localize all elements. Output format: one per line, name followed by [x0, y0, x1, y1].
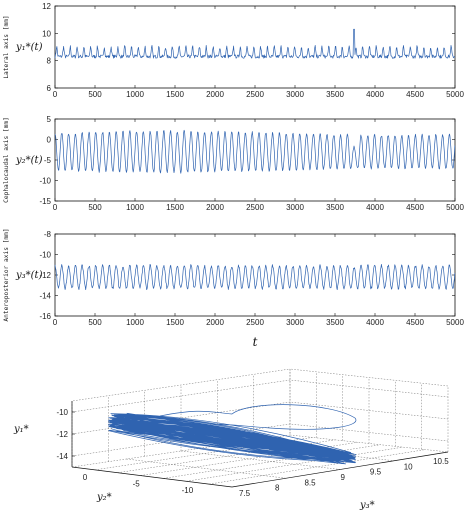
- cephalocaudal-panel-xtick-label: 2000: [206, 203, 224, 212]
- cephalocaudal-panel-xtick-label: 1000: [126, 203, 144, 212]
- plot3d-y3-tick-label: 10: [404, 462, 413, 471]
- cephalocaudal-panel-xtick-label: 3000: [286, 203, 304, 212]
- anteroposterior-panel-xtick-label: 500: [88, 318, 102, 327]
- cephalocaudal-panel-ylabel: Cephalocaudal axis [mm]: [3, 117, 10, 203]
- plot3d-y2-tick-label: 0: [83, 473, 88, 482]
- lateral-panel-series-line: [54, 28, 456, 59]
- lateral-panel-xtick-label: 5000: [446, 90, 464, 99]
- anteroposterior-panel-xtick-label: 4500: [406, 318, 424, 327]
- plot3d-z-tick-label: -14: [56, 452, 68, 461]
- cephalocaudal-panel-ytick-label: -5: [44, 156, 52, 165]
- plot3d-y3-tick-label: 7.5: [239, 489, 251, 498]
- cephalocaudal-panel-ytick-label: -15: [39, 197, 51, 206]
- lateral-panel-xtick-label: 1000: [126, 90, 144, 99]
- anteroposterior-panel-yvar: y₃*(t): [15, 270, 43, 281]
- lateral-panel-ytick-label: 8: [47, 57, 52, 66]
- anteroposterior-panel-ytick-label: -16: [39, 312, 51, 321]
- anteroposterior-panel-xtick-label: 4000: [366, 318, 384, 327]
- lateral-panel-xtick-label: 2500: [246, 90, 264, 99]
- cephalocaudal-panel-frame: [54, 118, 456, 202]
- lateral-panel-xtick-label: 4000: [366, 90, 384, 99]
- anteroposterior-panel-xtick-label: 1000: [126, 318, 144, 327]
- lateral-panel-xtick-label: 0: [53, 90, 58, 99]
- anteroposterior-panel-ylabel: Anteroposterior axis [mm]: [3, 228, 10, 321]
- plot3d-floor-grid-line: [235, 442, 395, 461]
- anteroposterior-panel-ytick-label: -14: [39, 292, 51, 301]
- plot3d-y3-axis: [231, 451, 449, 488]
- plot3d-floor-grid-line: [209, 449, 426, 485]
- cephalocaudal-panel-ytick-label: -10: [39, 177, 51, 186]
- plot3d-y2-axis-label: y₂*: [96, 492, 112, 503]
- plot3d-y3-tick-label: 9.5: [370, 468, 382, 477]
- anteroposterior-panel-series-line: [54, 263, 456, 291]
- plot3d-y3-axis-label: y₃*: [359, 500, 375, 511]
- plot3d-y3-tick-label: 8.5: [304, 478, 316, 487]
- plot3d-trajectory-bundle: [108, 412, 357, 465]
- plot3d-z-axis-label: y₁*: [13, 424, 29, 435]
- anteroposterior-panel-xtick-label: 3500: [326, 318, 344, 327]
- lateral-panel-xtick-label: 3500: [326, 90, 344, 99]
- cephalocaudal-panel-xtick-label: 3500: [326, 203, 344, 212]
- anteroposterior-panel-frame: [54, 233, 456, 317]
- anteroposterior-panel-ytick-label: -12: [39, 271, 51, 280]
- cephalocaudal-panel-xtick-label: 4000: [366, 203, 384, 212]
- cephalocaudal-panel-ytick-label: 0: [47, 136, 52, 145]
- lateral-panel-yvar: y₁*(t): [15, 42, 43, 53]
- lateral-panel-frame: [54, 5, 456, 89]
- anteroposterior-panel-xtick-label: 1500: [166, 318, 184, 327]
- cephalocaudal-panel-xtick-label: 4500: [406, 203, 424, 212]
- cephalocaudal-panel-xtick-label: 1500: [166, 203, 184, 212]
- lateral-panel-ytick-label: 6: [47, 84, 52, 93]
- cephalocaudal-panel-xtick-label: 500: [88, 203, 102, 212]
- lateral-panel-xtick-label: 500: [88, 90, 102, 99]
- anteroposterior-panel-xtick-label: 0: [53, 318, 58, 327]
- plot3d-grid-line: [71, 379, 449, 413]
- lateral-panel-ytick-label: 10: [42, 29, 51, 38]
- cephalocaudal-panel-xtick-label: 0: [53, 203, 58, 212]
- plot3d-y2-tick-label: -10: [182, 486, 194, 495]
- anteroposterior-panel-xtick-label: 5000: [446, 318, 464, 327]
- anteroposterior-panel-ytick-label: -8: [44, 230, 52, 239]
- plot3d-y2-tick-label: -5: [133, 479, 141, 488]
- cephalocaudal-panel-yvar: y₂*(t): [15, 155, 43, 166]
- lateral-panel-ylabel: Lateral axis [mm]: [3, 15, 10, 78]
- plot3d-floor-grid-line: [163, 444, 381, 479]
- plot3d-y3-tick-label: 8: [275, 484, 280, 493]
- lateral-panel-xtick-label: 2000: [206, 90, 224, 99]
- plot3d-floor-grid-line: [186, 446, 403, 482]
- plot3d-z-tick-label: -12: [56, 430, 68, 439]
- lateral-panel-xtick-label: 4500: [406, 90, 424, 99]
- plot3d-grid-line: [71, 423, 449, 457]
- plot3d-trajectory-loop: [159, 404, 357, 430]
- anteroposterior-panel-ytick-label: -10: [39, 251, 51, 260]
- plot3d-y3-tick-label: 10.5: [433, 457, 449, 466]
- anteroposterior-panel-xtick-label: 3000: [286, 318, 304, 327]
- cephalocaudal-panel-series-line: [54, 129, 456, 174]
- plot3d-floor-grid-line: [126, 458, 287, 479]
- plot3d-y2-axis: [71, 466, 233, 488]
- lateral-panel-xtick-label: 3000: [286, 90, 304, 99]
- time-axis-label: t: [253, 335, 258, 349]
- plot3d-floor-grid-line: [180, 450, 341, 470]
- cephalocaudal-panel-ytick-label: 5: [47, 115, 52, 124]
- plot3d-y3-tick-label: 9: [341, 473, 346, 482]
- anteroposterior-panel-xtick-label: 2000: [206, 318, 224, 327]
- plot3d-z-tick-label: -10: [56, 408, 68, 417]
- lateral-panel-ytick-label: 12: [42, 2, 51, 11]
- lateral-panel-xtick-label: 1500: [166, 90, 184, 99]
- cephalocaudal-panel-xtick-label: 2500: [246, 203, 264, 212]
- anteroposterior-panel-xtick-label: 2500: [246, 318, 264, 327]
- cephalocaudal-panel-xtick-label: 5000: [446, 203, 464, 212]
